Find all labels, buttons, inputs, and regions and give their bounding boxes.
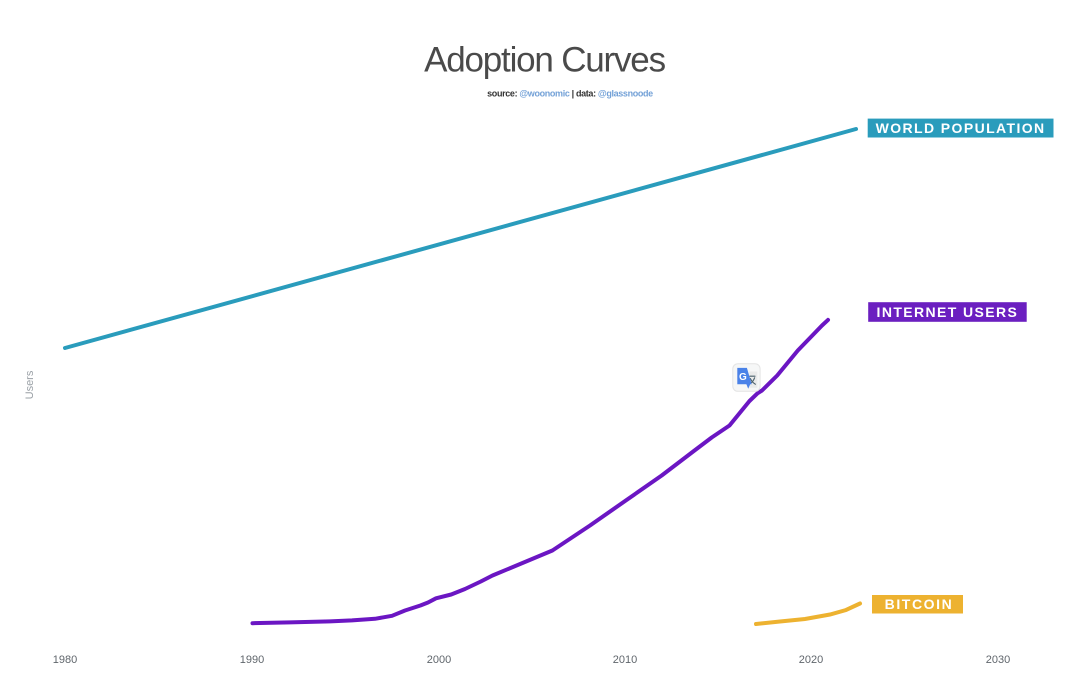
svg-text:2000: 2000 [427,654,451,666]
svg-text:Adoption Curves: Adoption Curves [424,40,665,79]
svg-text:source: @woonomic | data: @gla: source: @woonomic | data: @glassnoode [487,89,653,99]
svg-text:1980: 1980 [53,654,77,666]
svg-text:1990: 1990 [240,654,264,666]
svg-text:G: G [739,372,747,383]
svg-text:Users: Users [24,370,36,399]
svg-text:BITCOIN: BITCOIN [885,596,954,612]
svg-text:2020: 2020 [799,654,823,666]
svg-text:WORLD POPULATION: WORLD POPULATION [876,120,1046,136]
svg-text:2010: 2010 [613,654,637,666]
svg-text:2030: 2030 [986,654,1010,666]
svg-text:INTERNET USERS: INTERNET USERS [877,304,1019,320]
